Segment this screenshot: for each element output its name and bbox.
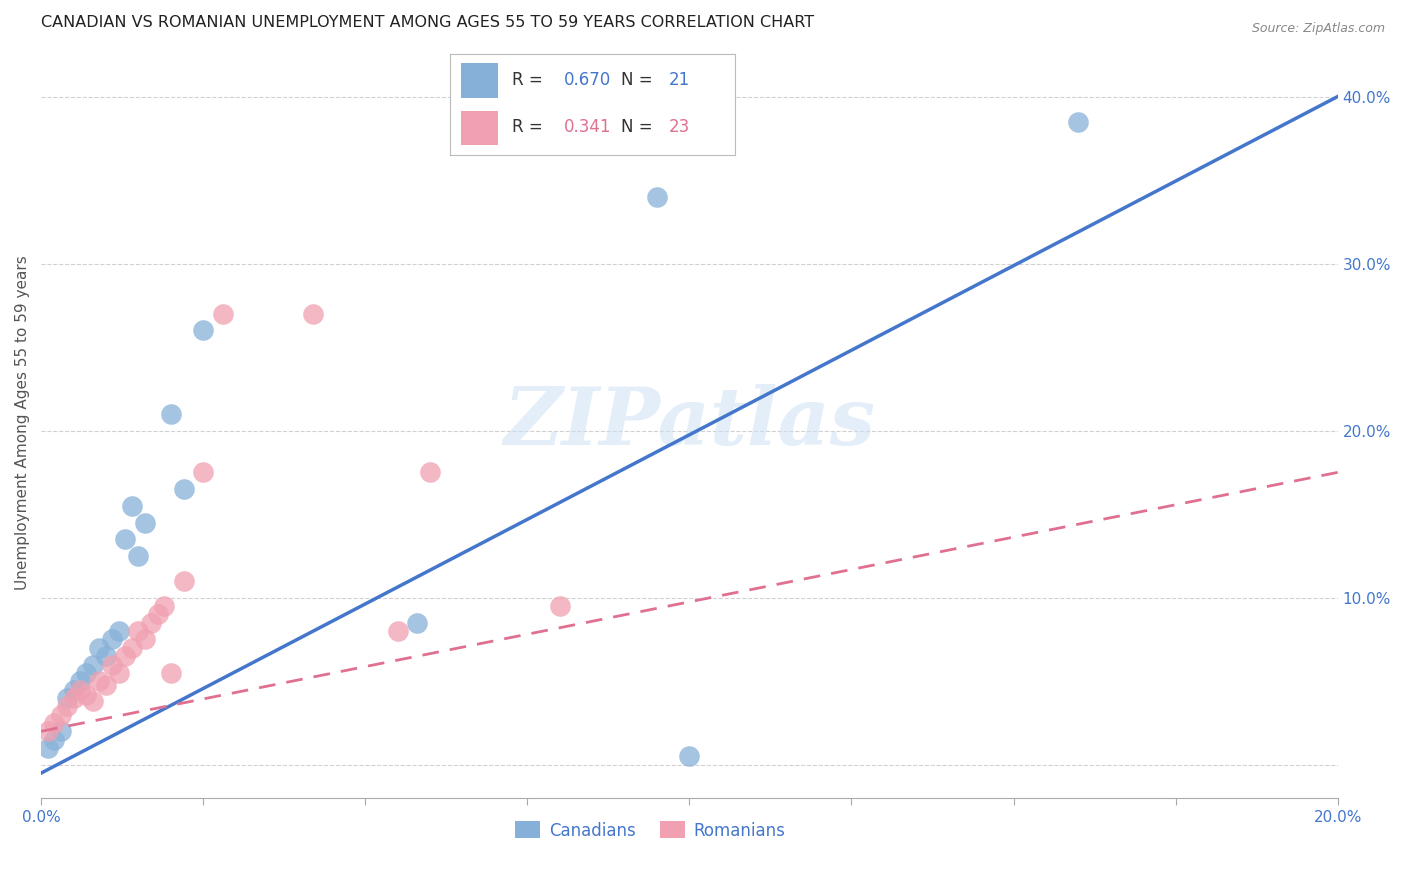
Point bbox=[49, 724, 72, 739]
Point bbox=[101, 657, 124, 672]
Point bbox=[42, 732, 65, 747]
Text: ZIPatlas: ZIPatlas bbox=[503, 384, 876, 461]
Point bbox=[76, 688, 98, 702]
Point bbox=[69, 682, 91, 697]
Point bbox=[121, 640, 143, 655]
Point bbox=[101, 632, 124, 647]
Point bbox=[76, 665, 98, 680]
Point bbox=[153, 599, 176, 613]
Legend: Canadians, Romanians: Canadians, Romanians bbox=[509, 814, 793, 847]
Point bbox=[1067, 114, 1090, 128]
Point bbox=[159, 407, 181, 421]
Point bbox=[302, 307, 325, 321]
Point bbox=[127, 624, 149, 639]
Point bbox=[406, 615, 429, 630]
Point bbox=[173, 482, 195, 496]
Point bbox=[387, 624, 409, 639]
Point bbox=[419, 466, 441, 480]
Point bbox=[37, 741, 59, 756]
Point bbox=[134, 516, 156, 530]
Point bbox=[94, 649, 117, 664]
Text: Source: ZipAtlas.com: Source: ZipAtlas.com bbox=[1251, 22, 1385, 36]
Point bbox=[37, 724, 59, 739]
Point bbox=[62, 682, 84, 697]
Point bbox=[94, 677, 117, 691]
Text: CANADIAN VS ROMANIAN UNEMPLOYMENT AMONG AGES 55 TO 59 YEARS CORRELATION CHART: CANADIAN VS ROMANIAN UNEMPLOYMENT AMONG … bbox=[41, 15, 814, 30]
Point bbox=[89, 674, 111, 689]
Point bbox=[211, 307, 233, 321]
Point bbox=[56, 699, 79, 714]
Point bbox=[114, 533, 136, 547]
Point bbox=[49, 707, 72, 722]
Point bbox=[89, 640, 111, 655]
Point bbox=[134, 632, 156, 647]
Point bbox=[159, 665, 181, 680]
Point bbox=[108, 624, 131, 639]
Point bbox=[42, 716, 65, 731]
Point bbox=[69, 674, 91, 689]
Point bbox=[114, 649, 136, 664]
Point bbox=[193, 466, 215, 480]
Point bbox=[82, 657, 104, 672]
Y-axis label: Unemployment Among Ages 55 to 59 years: Unemployment Among Ages 55 to 59 years bbox=[15, 255, 30, 590]
Point bbox=[645, 190, 668, 204]
Point bbox=[146, 607, 169, 622]
Point bbox=[548, 599, 571, 613]
Point bbox=[82, 694, 104, 708]
Point bbox=[678, 749, 700, 764]
Point bbox=[121, 499, 143, 513]
Point bbox=[193, 323, 215, 337]
Point bbox=[62, 690, 84, 705]
Point bbox=[127, 549, 149, 563]
Point bbox=[56, 690, 79, 705]
Point bbox=[108, 665, 131, 680]
Point bbox=[141, 615, 163, 630]
Point bbox=[173, 574, 195, 588]
